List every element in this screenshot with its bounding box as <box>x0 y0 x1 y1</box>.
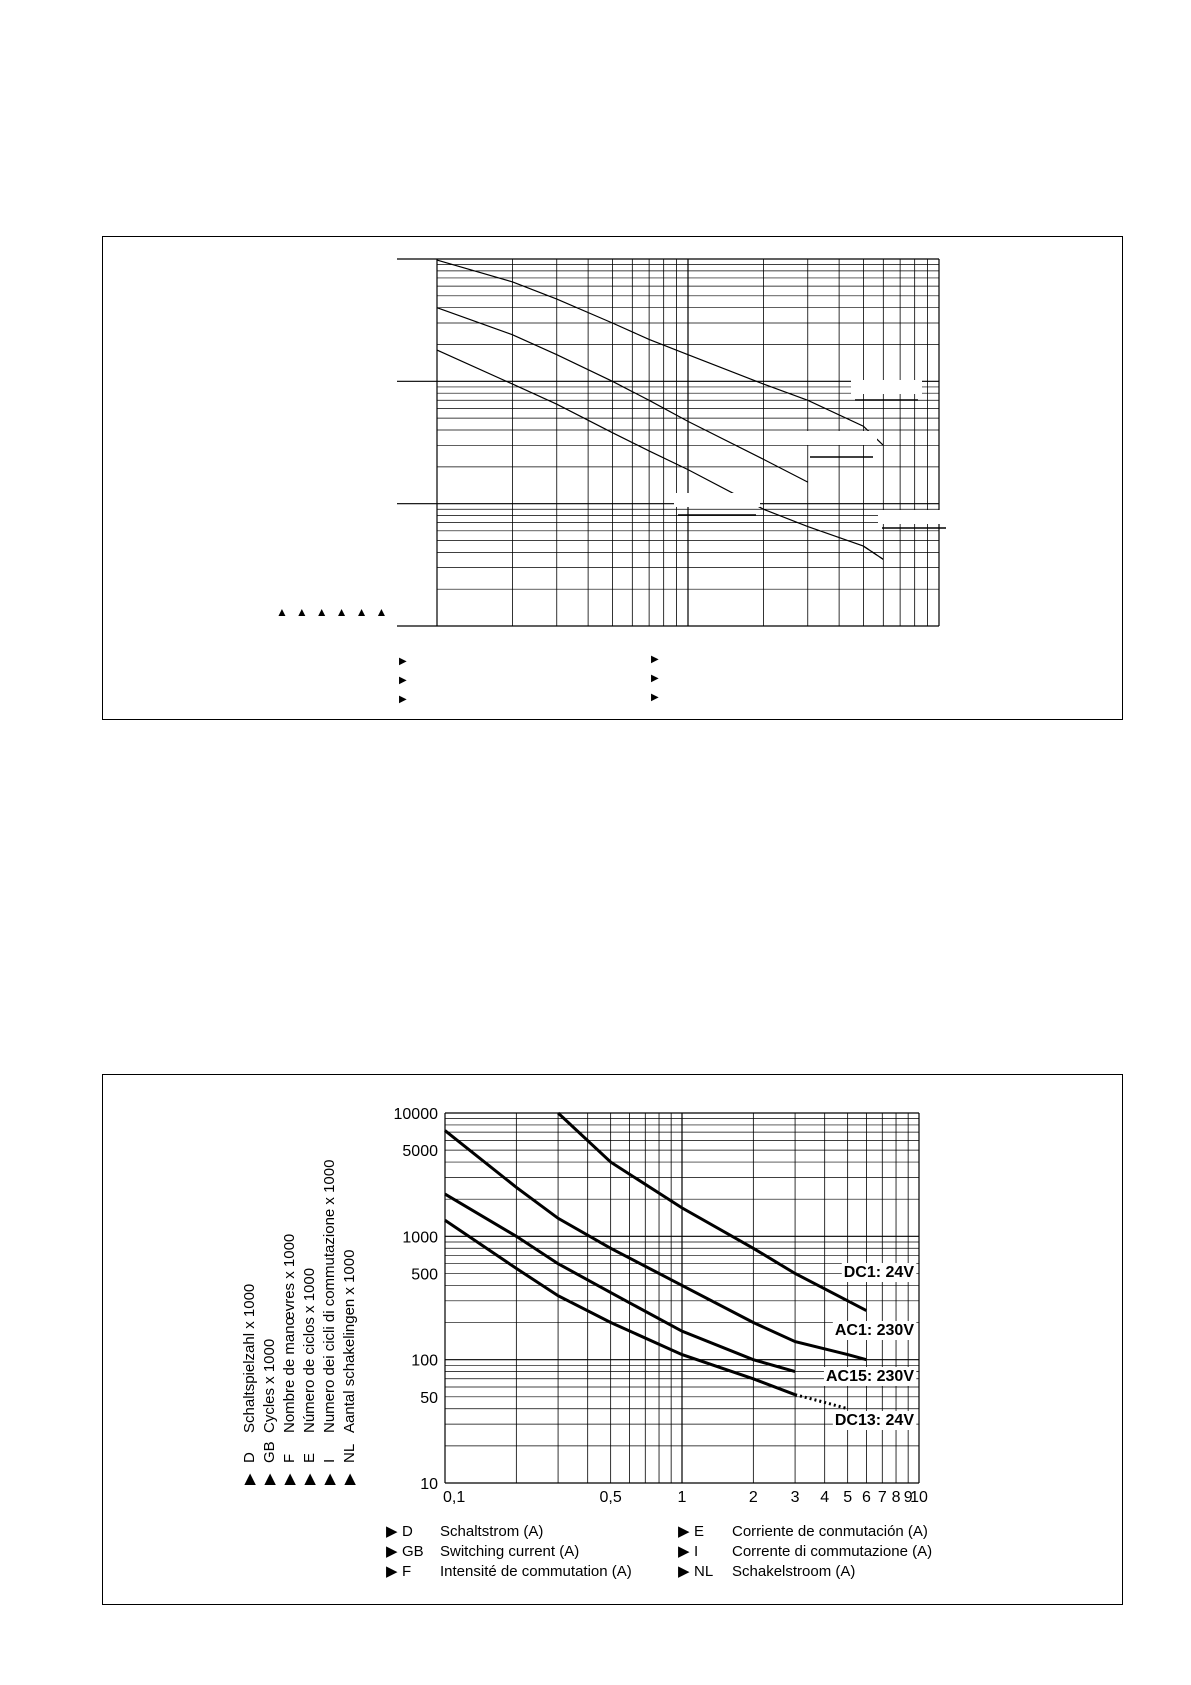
curve-label-box <box>806 431 877 445</box>
curve-label: AC1: 230V <box>835 1322 914 1339</box>
x-axis-labels-right: ▶ E Corriente de conmutación (A) ▶ I Corrent… <box>678 1522 932 1582</box>
x-axis-label-row: ▶ E Corriente de conmutación (A) <box>678 1523 928 1540</box>
triangle-right-icon: ▶ <box>678 1543 690 1560</box>
triangle-right-icon: ▶ <box>399 656 407 667</box>
x-tick-label: 4 <box>820 1489 829 1506</box>
y-axis-label-row: ▶INumero dei cicli di commutazione x 100… <box>321 1159 338 1485</box>
triangle-right-icon: ▶ <box>386 1523 398 1540</box>
triangle-right-icon: ▶ <box>301 1473 318 1485</box>
curve-label-background <box>823 1367 917 1386</box>
triangle-up-icon: ▲ <box>335 605 356 619</box>
series-line-1 <box>444 1129 867 1362</box>
curve-label-background <box>832 1411 917 1430</box>
triangle-right-icon: ▶ <box>651 654 659 665</box>
x-tick-label: 0,1 <box>443 1489 465 1506</box>
curve-label-background <box>832 1321 917 1340</box>
triangle-right-icon: ▶ <box>399 675 407 686</box>
triangle-right-icon: ▶ <box>678 1523 690 1540</box>
x-tick-label: 2 <box>749 1489 758 1506</box>
y-tick-label: 100 <box>411 1353 438 1370</box>
y-axis-label-row: ▶ENúmero de ciclos x 1000 <box>301 1267 318 1485</box>
x-tick-label: 3 <box>791 1489 800 1506</box>
triangle-right-icon: ▶ <box>321 1473 338 1485</box>
triangle-up-icon: ▲ <box>276 605 296 619</box>
figure-1-y-markers: ▲▲▲▲▲▲ <box>276 605 395 619</box>
triangle-right-icon: ▶ <box>241 1473 258 1485</box>
x-tick-label: 7 <box>878 1489 887 1506</box>
y-tick-label: 10 <box>420 1476 438 1493</box>
triangle-right-icon: ▶ <box>261 1473 278 1485</box>
x-axis-label-row: ▶ GB Switching current (A) <box>386 1543 580 1560</box>
triangle-up-icon: ▲ <box>375 605 396 619</box>
triangle-right-icon: ▶ <box>386 1563 398 1580</box>
y-axis-label-row: ▶FNombre de manœvres x 1000 <box>281 1233 298 1485</box>
y-axis-labels: ▶DSchaltspielzahl x 1000 ▶GBCycles x 100… <box>240 1160 360 1485</box>
x-tick-label: 10 <box>910 1489 928 1506</box>
y-tick-label: 500 <box>411 1266 438 1283</box>
curve-label-background <box>841 1263 917 1282</box>
triangle-right-icon: ▶ <box>281 1473 298 1485</box>
triangle-up-icon: ▲ <box>355 605 376 619</box>
triangle-right-icon: ▶ <box>651 692 659 703</box>
triangle-right-icon: ▶ <box>678 1563 690 1580</box>
curve-label: AC15: 230V <box>826 1368 914 1385</box>
figure-1-x-markers: ▶ ▶ ▶ <box>399 652 407 709</box>
triangle-right-icon: ▶ <box>651 673 659 684</box>
curve-label: DC13: 24V <box>835 1412 914 1429</box>
y-axis-label-row: ▶NLAantal schakelingen x 1000 <box>341 1249 358 1485</box>
x-axis-label-row: ▶ NL Schakelstroom (A) <box>678 1563 856 1580</box>
triangle-right-icon: ▶ <box>341 1473 358 1485</box>
triangle-up-icon: ▲ <box>295 605 316 619</box>
series-line-3 <box>444 1219 796 1397</box>
curve-label: DC1: 24V <box>844 1264 915 1281</box>
x-tick-label: 1 <box>678 1489 687 1506</box>
triangle-right-icon: ▶ <box>386 1543 398 1560</box>
curve-label-box <box>878 510 950 524</box>
x-tick-label: 8 <box>892 1489 901 1506</box>
series-line-0 <box>557 1111 868 1312</box>
x-axis-labels-left: ▶ D Schaltstrom (A) ▶ GB Switching current (… <box>386 1522 632 1582</box>
y-tick-label: 5000 <box>402 1143 438 1160</box>
series-line-2 <box>436 349 764 510</box>
y-tick-label: 10000 <box>394 1106 439 1123</box>
x-tick-label: 0,5 <box>600 1489 622 1506</box>
x-axis-label-row: ▶ D Schaltstrom (A) <box>386 1523 544 1540</box>
series-line-0 <box>436 259 884 446</box>
triangle-up-icon: ▲ <box>315 605 336 619</box>
x-axis-label-row: ▶ I Corrente di commutazione (A) <box>678 1543 933 1560</box>
x-tick-label: 9 <box>904 1489 913 1506</box>
y-axis-label-row: ▶GBCycles x 1000 <box>261 1338 278 1485</box>
curve-label-box <box>674 493 760 507</box>
x-axis-label-row: ▶ F Intensité de commutation (A) <box>386 1563 632 1580</box>
curve-label-box <box>851 380 922 394</box>
y-tick-label: 50 <box>420 1390 438 1407</box>
triangle-right-icon: ▶ <box>399 694 407 705</box>
series-line-dotted-3 <box>794 1393 849 1411</box>
x-tick-label: 5 <box>843 1489 852 1506</box>
series-line-4 <box>863 545 884 560</box>
figure-1-x-markers-right: ▶ ▶ ▶ <box>651 650 659 707</box>
series-line-1 <box>436 307 809 483</box>
series-line-2 <box>444 1192 796 1374</box>
x-tick-label: 6 <box>862 1489 871 1506</box>
y-tick-label: 1000 <box>402 1229 438 1246</box>
y-axis-label-row: ▶DSchaltspielzahl x 1000 <box>241 1283 258 1485</box>
